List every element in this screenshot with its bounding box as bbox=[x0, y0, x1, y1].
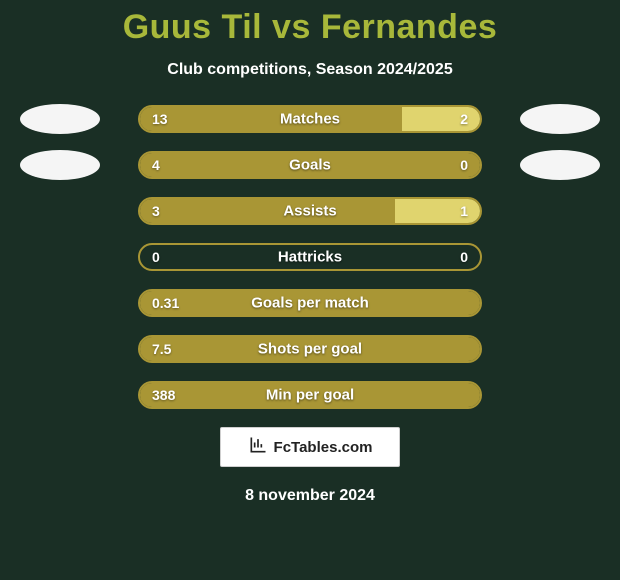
player-a-badge bbox=[20, 150, 100, 180]
subtitle: Club competitions, Season 2024/2025 bbox=[0, 61, 620, 79]
stat-label: Min per goal bbox=[266, 387, 354, 404]
player-b-badge bbox=[520, 104, 600, 134]
chart-icon bbox=[248, 435, 268, 459]
value-left: 13 bbox=[152, 111, 168, 127]
stat-bar: 4 0 Goals bbox=[138, 151, 482, 179]
bar-left-fill bbox=[140, 107, 402, 131]
value-right: 1 bbox=[460, 203, 468, 219]
stat-row: 13 2 Matches bbox=[0, 105, 620, 133]
stat-label: Hattricks bbox=[278, 249, 342, 266]
value-left: 0 bbox=[152, 249, 160, 265]
stat-bar: 388 Min per goal bbox=[138, 381, 482, 409]
footer-brand-badge: FcTables.com bbox=[220, 427, 400, 467]
footer-brand-text: FcTables.com bbox=[274, 439, 373, 456]
stat-row: 4 0 Goals bbox=[0, 151, 620, 179]
stat-bar: 3 1 Assists bbox=[138, 197, 482, 225]
stat-row: 0.31 Goals per match bbox=[0, 289, 620, 317]
stat-rows: 13 2 Matches 4 0 Goals 3 1 Assists 0 0 Hattricks 0.3… bbox=[0, 105, 620, 409]
stat-bar: 7.5 Shots per goal bbox=[138, 335, 482, 363]
value-left: 4 bbox=[152, 157, 160, 173]
bar-right-fill bbox=[402, 107, 480, 131]
stat-row: 7.5 Shots per goal bbox=[0, 335, 620, 363]
title-player-b: Fernandes bbox=[321, 8, 497, 46]
stat-label: Goals bbox=[289, 157, 331, 174]
comparison-title: Guus Til vs Fernandes bbox=[0, 0, 620, 47]
value-left: 388 bbox=[152, 387, 175, 403]
stat-label: Assists bbox=[283, 203, 336, 220]
stat-bar: 0 0 Hattricks bbox=[138, 243, 482, 271]
value-right: 0 bbox=[460, 157, 468, 173]
stat-label: Matches bbox=[280, 111, 340, 128]
title-vs: vs bbox=[272, 8, 311, 46]
value-right: 2 bbox=[460, 111, 468, 127]
player-a-badge bbox=[20, 104, 100, 134]
stat-row: 388 Min per goal bbox=[0, 381, 620, 409]
value-left: 7.5 bbox=[152, 341, 171, 357]
date-text: 8 november 2024 bbox=[0, 487, 620, 505]
title-player-a: Guus Til bbox=[123, 8, 262, 46]
value-right: 0 bbox=[460, 249, 468, 265]
stat-label: Shots per goal bbox=[258, 341, 362, 358]
stat-row: 3 1 Assists bbox=[0, 197, 620, 225]
stat-label: Goals per match bbox=[251, 295, 369, 312]
stat-bar: 0.31 Goals per match bbox=[138, 289, 482, 317]
stat-row: 0 0 Hattricks bbox=[0, 243, 620, 271]
player-b-badge bbox=[520, 150, 600, 180]
stat-bar: 13 2 Matches bbox=[138, 105, 482, 133]
bar-left-fill bbox=[140, 199, 395, 223]
value-left: 0.31 bbox=[152, 295, 179, 311]
value-left: 3 bbox=[152, 203, 160, 219]
